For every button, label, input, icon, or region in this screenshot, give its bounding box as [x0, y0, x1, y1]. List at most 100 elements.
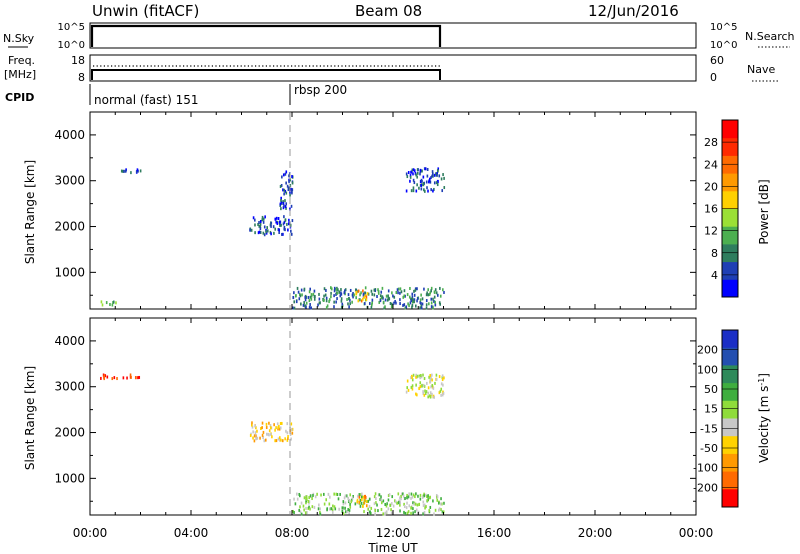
range-gate-cell: [254, 218, 256, 222]
range-gate-cell: [111, 303, 114, 307]
range-gate-cell: [342, 512, 345, 516]
x-tick-label: 12:00: [376, 526, 411, 540]
range-gate-cell: [381, 295, 384, 299]
nsky-panel: N.Sky 10^5 10^0 10^5 10^0 N.Search: [3, 22, 795, 51]
range-gate-cell: [434, 508, 437, 512]
range-gate-cell: [329, 495, 331, 499]
range-gate-cell: [265, 230, 267, 234]
range-gate-cell: [389, 301, 392, 305]
range-gate-cell: [103, 374, 106, 378]
range-gate-cell: [363, 497, 366, 501]
range-gate-cell: [409, 301, 412, 305]
range-gate-cell: [364, 294, 367, 298]
range-gate-cell: [347, 302, 349, 306]
range-gate-cell: [300, 501, 303, 505]
range-gate-cell: [308, 505, 310, 509]
range-gate-cell: [373, 502, 376, 506]
range-gate-cell: [270, 432, 272, 436]
range-gate-cell: [413, 289, 415, 293]
power-colorbar: 4 8 12 16 20 24 28: [704, 119, 739, 298]
range-gate-cell: [438, 507, 441, 511]
range-gate-cell: [426, 167, 429, 171]
range-gate-cell: [339, 492, 341, 496]
range-gate-cell: [430, 188, 432, 192]
range-gate-cell: [406, 493, 408, 497]
range-gate-cell: [412, 493, 415, 497]
range-gate-cell: [429, 394, 431, 398]
range-gate-cell: [333, 286, 336, 290]
range-gate-cell: [424, 389, 426, 393]
range-gate-cell: [439, 389, 442, 393]
range-gate-cell: [319, 301, 321, 305]
range-gate-cell: [412, 178, 415, 182]
range-gate-cell: [348, 508, 351, 512]
range-gate-cell: [279, 426, 282, 430]
range-gate-cell: [259, 222, 262, 226]
colorbar-swatch: [722, 173, 738, 192]
x-tick-label: 04:00: [174, 526, 209, 540]
range-gate-cell: [325, 299, 328, 303]
range-gate-cell: [335, 300, 337, 304]
range-gate-cell: [427, 494, 429, 498]
range-gate-cell: [365, 504, 368, 508]
range-gate-cell: [330, 287, 333, 291]
range-gate-cell: [302, 504, 305, 508]
range-gate-cell: [259, 219, 262, 223]
range-gate-cell: [411, 384, 414, 388]
range-gate-cell: [309, 295, 312, 299]
range-gate-cell: [413, 298, 416, 302]
range-gate-cell: [442, 173, 444, 177]
range-gate-cell: [443, 290, 445, 294]
range-gate-cell: [415, 373, 417, 377]
range-gate-cell: [303, 301, 305, 305]
range-gate-cell: [306, 511, 308, 515]
range-gate-cell: [411, 376, 413, 380]
colorbar-swatch: [722, 120, 738, 139]
range-gate-cell: [136, 168, 139, 172]
range-gate-cell: [342, 502, 345, 506]
range-gate-cell: [325, 498, 328, 502]
range-gate-cell: [435, 377, 438, 381]
range-gate-cell: [291, 190, 293, 194]
range-gate-cell: [280, 421, 283, 425]
nsky-right-tick-bottom: 10^0: [710, 40, 737, 51]
range-gate-cell: [391, 302, 393, 306]
range-gate-cell: [423, 492, 425, 496]
range-gate-cell: [443, 176, 445, 180]
range-gate-cell: [257, 222, 259, 226]
range-gate-cell: [300, 512, 303, 516]
range-gate-cell: [402, 303, 404, 307]
range-gate-cell: [374, 508, 377, 512]
range-gate-cell: [403, 505, 406, 509]
range-gate-cell: [258, 230, 261, 234]
cpid-mode-rbsp: rbsp 200: [294, 83, 347, 97]
range-gate-cell: [421, 495, 424, 499]
range-gate-cell: [371, 298, 374, 302]
range-gate-cell: [261, 426, 263, 430]
range-gate-cell: [263, 439, 266, 443]
range-gate-cell: [429, 505, 432, 509]
range-gate-cell: [347, 508, 349, 512]
range-gate-cell: [264, 215, 266, 219]
range-gate-cell: [347, 293, 350, 297]
range-gate-cell: [431, 373, 433, 377]
range-gate-cell: [415, 392, 417, 396]
colorbar-tick-label: 15: [704, 403, 718, 416]
range-gate-cell: [416, 299, 418, 303]
range-gate-cell: [435, 173, 438, 177]
range-gate-cell: [281, 439, 284, 443]
range-gate-cell: [252, 216, 255, 220]
range-gate-cell: [113, 376, 116, 380]
range-gate-cell: [343, 289, 346, 293]
range-gate-cell: [418, 374, 421, 378]
range-gate-cell: [419, 381, 422, 385]
y-tick-label: 4000: [54, 334, 85, 348]
range-gate-cell: [288, 178, 290, 182]
range-gate-cell: [402, 295, 405, 299]
range-gate-cell: [298, 492, 301, 496]
range-gate-cell: [441, 376, 444, 380]
range-gate-cell: [279, 223, 281, 227]
range-gate-cell: [423, 167, 426, 171]
range-gate-cell: [293, 511, 295, 515]
range-gate-cell: [359, 504, 362, 508]
